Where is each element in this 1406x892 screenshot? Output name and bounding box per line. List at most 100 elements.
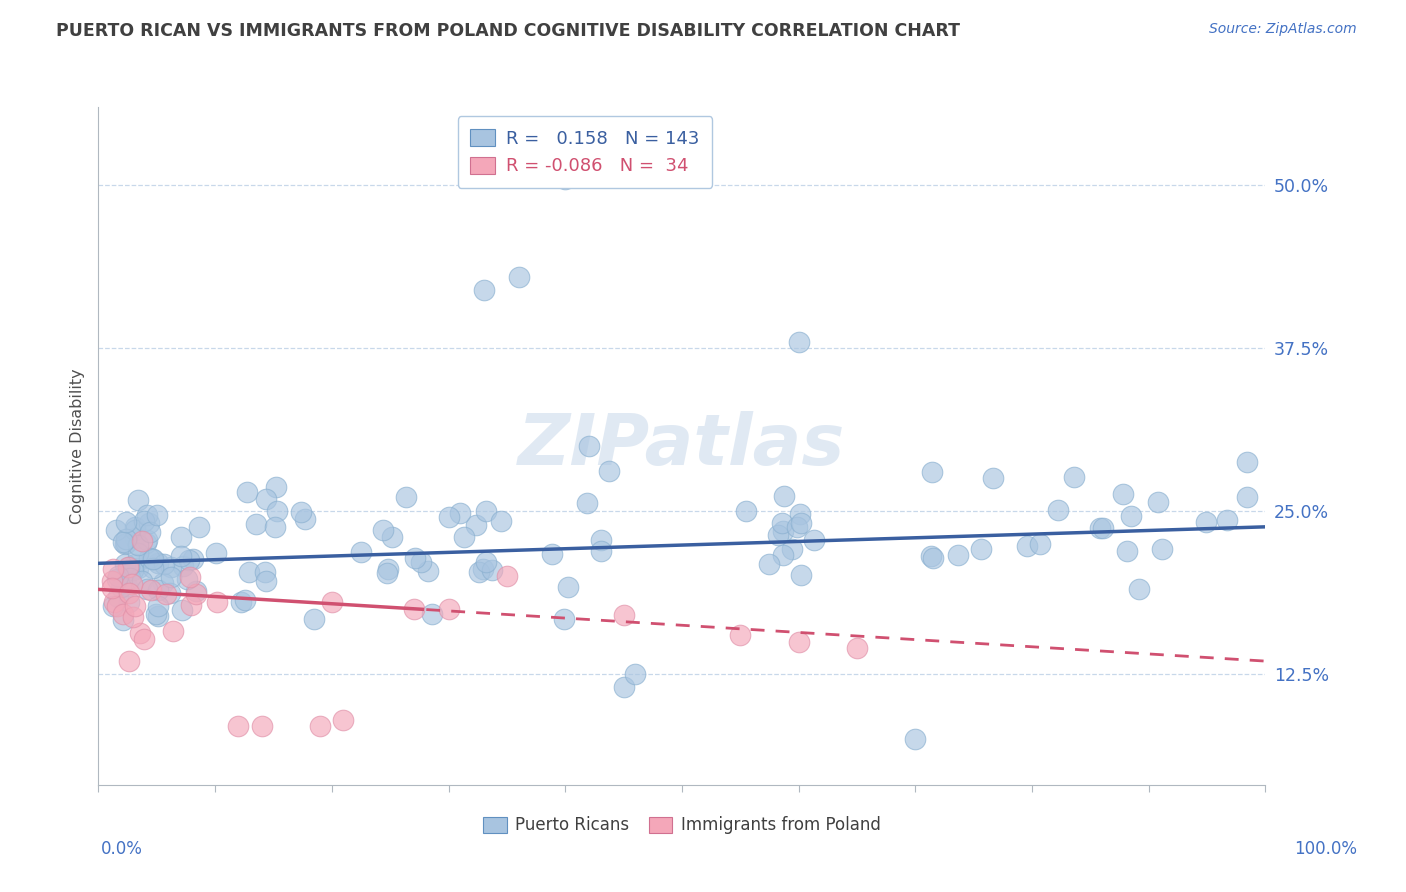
Point	[350, 545, 373, 559]
Text: ZIPatlas: ZIPatlas	[519, 411, 845, 481]
Point	[127, 493, 149, 508]
Point	[1236, 455, 1258, 469]
Point	[132, 514, 155, 528]
Point	[394, 490, 416, 504]
Point	[107, 569, 129, 583]
Point	[127, 561, 149, 575]
Point	[135, 533, 157, 547]
Point	[409, 555, 432, 569]
Point	[481, 563, 503, 577]
Point	[117, 560, 139, 574]
Point	[176, 572, 198, 586]
Point	[402, 602, 425, 616]
Point	[624, 667, 647, 681]
Point	[127, 546, 149, 560]
Point	[141, 552, 163, 566]
Point	[789, 568, 811, 582]
Point	[112, 607, 135, 622]
Point	[772, 489, 794, 503]
Point	[111, 613, 134, 627]
Point	[124, 524, 146, 538]
Point	[114, 536, 136, 550]
Point	[578, 439, 600, 453]
Point	[179, 570, 201, 584]
Point	[104, 523, 127, 537]
Point	[120, 571, 142, 585]
Point	[134, 632, 156, 646]
Point	[557, 580, 579, 594]
Point	[103, 595, 125, 609]
Point	[508, 269, 530, 284]
Point	[124, 599, 146, 613]
Point	[576, 495, 599, 509]
Point	[148, 608, 170, 623]
Point	[541, 547, 564, 561]
Point	[146, 557, 169, 571]
Point	[589, 533, 612, 548]
Point	[124, 520, 146, 534]
Point	[160, 560, 183, 574]
Point	[254, 574, 277, 589]
Point	[129, 625, 152, 640]
Point	[245, 517, 267, 532]
Point	[127, 538, 149, 552]
Point	[114, 515, 136, 529]
Point	[152, 576, 174, 591]
Point	[254, 492, 277, 507]
Point	[613, 608, 636, 623]
Point	[730, 628, 752, 642]
Point	[772, 524, 794, 539]
Point	[184, 584, 207, 599]
Point	[475, 555, 498, 569]
Point	[309, 719, 332, 733]
Point	[180, 598, 202, 612]
Point	[381, 530, 404, 544]
Point	[404, 550, 426, 565]
Point	[170, 603, 193, 617]
Point	[118, 559, 141, 574]
Point	[153, 557, 176, 571]
Point	[1236, 490, 1258, 504]
Point	[1091, 521, 1114, 535]
Point	[145, 607, 167, 622]
Point	[371, 524, 394, 538]
Point	[416, 565, 439, 579]
Y-axis label: Cognitive Disability: Cognitive Disability	[69, 368, 84, 524]
Point	[181, 552, 204, 566]
Point	[1116, 544, 1139, 558]
Point	[780, 541, 803, 556]
Point	[250, 719, 273, 733]
Point	[846, 641, 869, 656]
Point	[263, 520, 285, 534]
Legend: Puerto Ricans, Immigrants from Poland: Puerto Ricans, Immigrants from Poland	[477, 810, 887, 841]
Point	[205, 546, 228, 560]
Point	[121, 576, 143, 591]
Point	[1195, 515, 1218, 529]
Point	[294, 512, 316, 526]
Point	[118, 654, 141, 668]
Point	[302, 612, 325, 626]
Point	[228, 719, 250, 733]
Point	[981, 471, 1004, 485]
Point	[468, 566, 491, 580]
Point	[135, 582, 157, 597]
Point	[789, 507, 811, 521]
Point	[115, 579, 138, 593]
Point	[159, 586, 181, 600]
Point	[122, 610, 145, 624]
Point	[169, 529, 191, 543]
Point	[613, 680, 636, 694]
Point	[420, 607, 443, 621]
Point	[553, 612, 575, 626]
Point	[1015, 539, 1038, 553]
Point	[1063, 470, 1085, 484]
Point	[177, 553, 200, 567]
Point	[131, 574, 153, 588]
Point	[437, 602, 460, 616]
Point	[437, 509, 460, 524]
Point	[321, 595, 343, 609]
Point	[1152, 542, 1174, 557]
Point	[589, 543, 612, 558]
Text: PUERTO RICAN VS IMMIGRANTS FROM POLAND COGNITIVE DISABILITY CORRELATION CHART: PUERTO RICAN VS IMMIGRANTS FROM POLAND C…	[56, 22, 960, 40]
Text: Source: ZipAtlas.com: Source: ZipAtlas.com	[1209, 22, 1357, 37]
